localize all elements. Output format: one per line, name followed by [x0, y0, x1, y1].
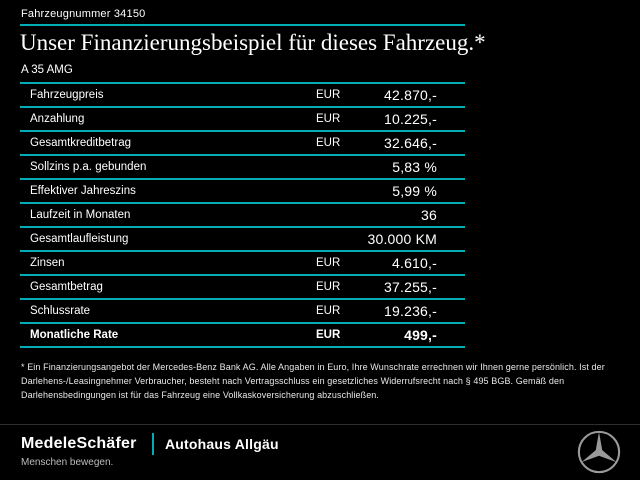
- row-label: Gesamtkreditbetrag: [30, 137, 131, 149]
- row-value: 4.610,-: [392, 255, 437, 271]
- row-currency: EUR: [316, 113, 341, 125]
- row-currency: EUR: [316, 281, 341, 293]
- row-currency: EUR: [316, 305, 341, 317]
- row-label: Fahrzeugpreis: [30, 89, 104, 101]
- table-row: Effektiver Jahreszins 5,99 %: [20, 180, 465, 204]
- row-label: Monatliche Rate: [30, 329, 119, 341]
- table-row: Sollzins p.a. gebunden 5,83 %: [20, 156, 465, 180]
- row-value: 5,99 %: [392, 183, 437, 199]
- mercedes-star-icon: [577, 430, 621, 474]
- dealer-tagline: Menschen bewegen.: [21, 457, 114, 468]
- row-value: 30.000 KM: [367, 231, 437, 247]
- dealer-logo-secondary: Autohaus Allgäu: [165, 436, 279, 452]
- footer-vertical-divider: [152, 433, 154, 455]
- table-row: Monatliche Rate EUR 499,-: [20, 324, 465, 348]
- row-currency: EUR: [316, 89, 341, 101]
- row-label: Laufzeit in Monaten: [30, 209, 131, 221]
- divider: [20, 82, 465, 84]
- table-row: Schlussrate EUR 19.236,-: [20, 300, 465, 324]
- row-label: Schlussrate: [30, 305, 91, 317]
- footer: MedeleSchäfer Menschen bewegen. Autohaus…: [0, 425, 640, 480]
- dealer-logo-primary: MedeleSchäfer: [21, 435, 137, 452]
- table-row: Gesamtbetrag EUR 37.255,-: [20, 276, 465, 300]
- row-value: 19.236,-: [384, 303, 437, 319]
- vehicle-model: A 35 AMG: [21, 64, 73, 76]
- divider: [20, 24, 465, 26]
- footer-divider: [0, 424, 640, 425]
- row-value: 42.870,-: [384, 87, 437, 103]
- row-currency: EUR: [316, 137, 341, 149]
- row-label: Sollzins p.a. gebunden: [30, 161, 147, 173]
- row-label: Gesamtbetrag: [30, 281, 103, 293]
- row-label: Gesamtlaufleistung: [30, 233, 129, 245]
- page-title: Unser Finanzierungsbeispiel für dieses F…: [20, 30, 486, 55]
- table-row: Gesamtkreditbetrag EUR 32.646,-: [20, 132, 465, 156]
- row-currency: EUR: [316, 329, 341, 341]
- table-row: Zinsen EUR 4.610,-: [20, 252, 465, 276]
- table-row: Gesamtlaufleistung 30.000 KM: [20, 228, 465, 252]
- row-value: 499,-: [404, 327, 437, 343]
- row-value: 36: [421, 207, 437, 223]
- table-row: Anzahlung EUR 10.225,-: [20, 108, 465, 132]
- legal-footnote: * Ein Finanzierungsangebot der Mercedes-…: [21, 362, 605, 400]
- row-value: 32.646,-: [384, 135, 437, 151]
- vehicle-number: Fahrzeugnummer 34150: [21, 8, 146, 20]
- table-row: Laufzeit in Monaten 36: [20, 204, 465, 228]
- row-label: Zinsen: [30, 257, 65, 269]
- row-value: 5,83 %: [392, 159, 437, 175]
- row-value: 37.255,-: [384, 279, 437, 295]
- financing-table: Fahrzeugpreis EUR 42.870,- Anzahlung EUR 10.2…: [20, 84, 465, 348]
- table-row: Fahrzeugpreis EUR 42.870,-: [20, 84, 465, 108]
- row-currency: EUR: [316, 257, 341, 269]
- row-label: Anzahlung: [30, 113, 85, 125]
- row-value: 10.225,-: [384, 111, 437, 127]
- row-label: Effektiver Jahreszins: [30, 185, 136, 197]
